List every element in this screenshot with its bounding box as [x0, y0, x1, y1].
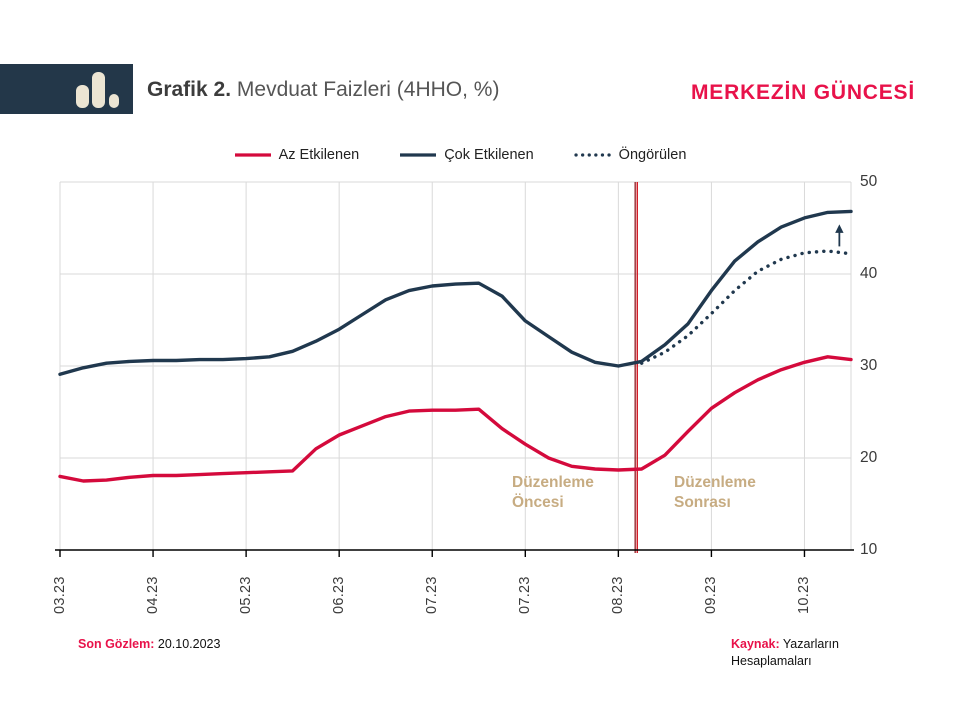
logo-block: [0, 64, 133, 114]
x-tick-label: 06.23: [331, 576, 348, 614]
legend-item-ongorulen: Öngörülen: [574, 147, 687, 163]
legend-label: Öngörülen: [618, 147, 687, 163]
solid-red-line-swatch: [234, 153, 271, 157]
chart-title-text: Mevduat Faizleri (4HHO, %): [236, 78, 500, 101]
x-tick-label: 09.23: [703, 576, 720, 614]
y-tick-label: 40: [860, 265, 878, 282]
y-tick-label: 30: [860, 357, 878, 374]
x-tick-label: 07.23: [424, 576, 441, 614]
legend-label: Çok Etkilenen: [444, 147, 534, 163]
y-tick-label: 10: [860, 541, 878, 558]
last-observation-label: Son Gözlem:: [78, 637, 155, 651]
source-label: Kaynak:: [731, 637, 780, 651]
x-tick-label: 04.23: [145, 576, 162, 614]
last-observation-note: Son Gözlem: 20.10.2023: [78, 636, 220, 653]
x-tick-label: 05.23: [238, 576, 255, 614]
legend-item-az-etkilenen: Az Etkilenen: [234, 147, 360, 163]
solid-navy-line-swatch: [400, 153, 437, 157]
chart-legend: Az Etkilenen Çok Etkilenen Öngörülen: [0, 147, 920, 163]
region-label-before: Düzenleme Öncesi: [512, 474, 594, 512]
x-tick-label: 07.23: [517, 576, 534, 614]
bar-chart-icon: [76, 72, 119, 108]
chart-title: Grafik 2. Mevduat Faizleri (4HHO, %): [147, 78, 499, 102]
source-note: Kaynak: Yazarların Hesaplamaları: [731, 636, 849, 670]
y-tick-label: 20: [860, 449, 878, 466]
y-tick-label: 50: [860, 173, 878, 190]
source-value: Yazarların Hesaplamaları: [731, 637, 839, 668]
x-tick-label: 03.23: [52, 576, 68, 614]
last-observation-value: 20.10.2023: [157, 637, 221, 651]
legend-item-cok-etkilenen: Çok Etkilenen: [399, 147, 534, 163]
dotted-navy-line-swatch: [574, 153, 612, 157]
chart-title-number: Grafik 2.: [147, 78, 232, 101]
legend-label: Az Etkilenen: [278, 147, 360, 163]
brand-wordmark: MERKEZİN GÜNCESİ: [691, 81, 915, 104]
region-label-after: Düzenleme Sonrası: [674, 474, 756, 512]
x-tick-label: 08.23: [610, 576, 627, 614]
x-tick-label: 10.23: [796, 576, 813, 614]
